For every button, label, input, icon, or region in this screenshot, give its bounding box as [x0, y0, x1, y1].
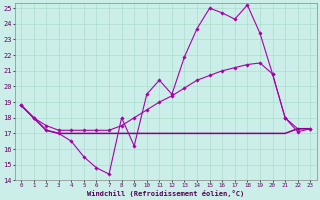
X-axis label: Windchill (Refroidissement éolien,°C): Windchill (Refroidissement éolien,°C) — [87, 190, 244, 197]
